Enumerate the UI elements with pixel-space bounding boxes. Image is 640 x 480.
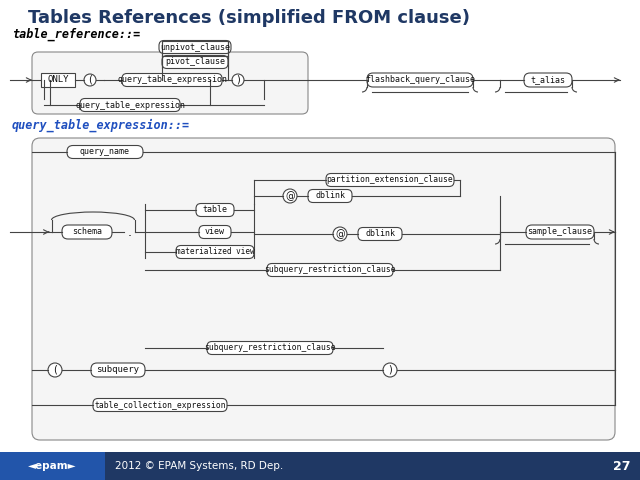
Circle shape — [232, 74, 244, 86]
Text: query_name: query_name — [80, 147, 130, 156]
Circle shape — [333, 227, 347, 241]
Text: (: ( — [88, 75, 92, 85]
FancyBboxPatch shape — [176, 245, 254, 259]
Text: table: table — [202, 205, 227, 215]
FancyBboxPatch shape — [358, 228, 402, 240]
FancyBboxPatch shape — [308, 190, 352, 203]
Text: query_table_expression::=: query_table_expression::= — [12, 118, 190, 132]
Circle shape — [283, 189, 297, 203]
FancyBboxPatch shape — [367, 73, 473, 87]
Text: subquery_restriction_clause: subquery_restriction_clause — [264, 265, 396, 275]
Text: @: @ — [285, 191, 295, 201]
FancyBboxPatch shape — [91, 363, 145, 377]
FancyBboxPatch shape — [80, 98, 180, 111]
Text: dblink: dblink — [315, 192, 345, 201]
Text: sample_clause: sample_clause — [527, 228, 593, 237]
FancyBboxPatch shape — [62, 225, 112, 239]
Text: unpivot_clause: unpivot_clause — [160, 43, 230, 51]
Text: table_collection_expression: table_collection_expression — [94, 400, 226, 409]
Text: subquery: subquery — [97, 365, 140, 374]
FancyBboxPatch shape — [526, 225, 594, 239]
FancyBboxPatch shape — [67, 145, 143, 158]
Text: ): ) — [388, 365, 392, 375]
Text: 2012 © EPAM Systems, RD Dep.: 2012 © EPAM Systems, RD Dep. — [115, 461, 284, 471]
FancyBboxPatch shape — [207, 341, 333, 355]
Text: dblink: dblink — [365, 229, 395, 239]
FancyBboxPatch shape — [32, 52, 308, 114]
Text: Tables References (simplified FROM clause): Tables References (simplified FROM claus… — [28, 9, 470, 27]
Bar — [41, 73, 75, 87]
Text: ): ) — [236, 75, 240, 85]
Text: 27: 27 — [612, 459, 630, 472]
Text: table_reference::=: table_reference::= — [12, 27, 140, 41]
FancyBboxPatch shape — [196, 204, 234, 216]
Text: pivot_clause: pivot_clause — [165, 58, 225, 67]
Circle shape — [383, 363, 397, 377]
FancyBboxPatch shape — [159, 40, 231, 53]
FancyBboxPatch shape — [267, 264, 393, 276]
FancyBboxPatch shape — [162, 56, 228, 69]
Text: flashback_query_clause: flashback_query_clause — [365, 75, 475, 84]
FancyBboxPatch shape — [32, 138, 615, 440]
Text: partition_extension_clause: partition_extension_clause — [326, 176, 453, 184]
Text: (: ( — [53, 365, 57, 375]
Text: materialized view: materialized view — [176, 248, 254, 256]
Text: view: view — [205, 228, 225, 237]
FancyBboxPatch shape — [122, 73, 222, 86]
Text: ◄epam►: ◄epam► — [28, 461, 76, 471]
Text: .: . — [128, 226, 132, 239]
Circle shape — [48, 363, 62, 377]
Text: schema: schema — [72, 228, 102, 237]
FancyBboxPatch shape — [524, 73, 572, 87]
Text: query_table_expression: query_table_expression — [75, 100, 185, 109]
Bar — [0, 452, 640, 480]
Text: @: @ — [335, 229, 345, 239]
Circle shape — [84, 74, 96, 86]
FancyBboxPatch shape — [326, 173, 454, 187]
FancyBboxPatch shape — [199, 226, 231, 239]
Text: query_table_expression: query_table_expression — [117, 75, 227, 84]
Text: ONLY: ONLY — [47, 75, 68, 84]
Text: t_alias: t_alias — [531, 75, 566, 84]
FancyBboxPatch shape — [93, 398, 227, 411]
Text: subquery_restriction_clause: subquery_restriction_clause — [204, 344, 336, 352]
Bar — [0, 452, 105, 480]
